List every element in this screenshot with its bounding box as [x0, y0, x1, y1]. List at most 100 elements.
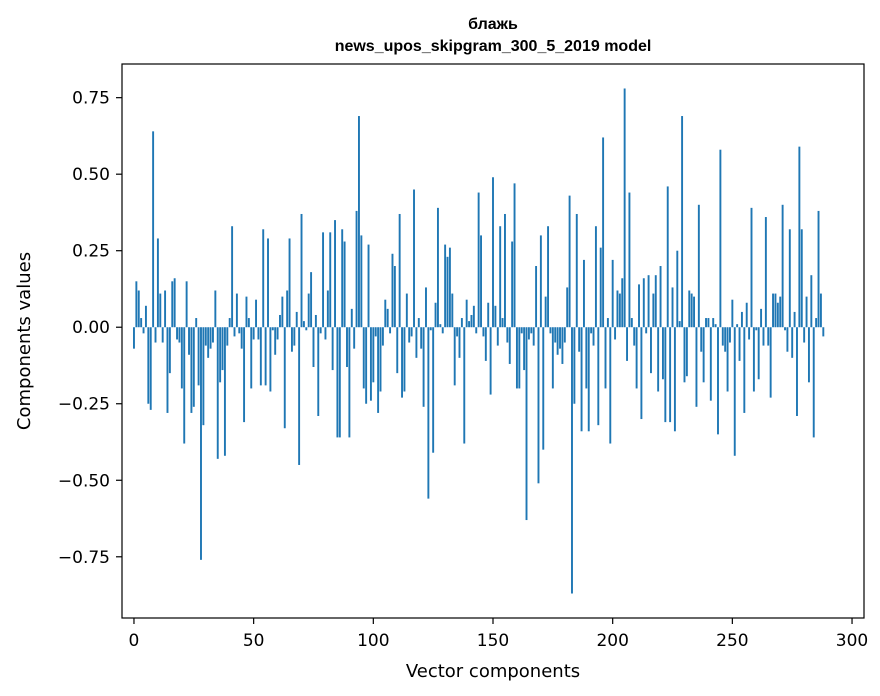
bar-217: [652, 293, 655, 328]
bars-group: [133, 88, 825, 594]
bar-185: [575, 213, 578, 328]
bar-80: [324, 327, 327, 340]
bar-52: [257, 327, 260, 340]
bar-190: [587, 327, 590, 432]
bar-86: [338, 327, 341, 438]
bar-178: [559, 327, 561, 349]
bar-239: [705, 318, 707, 328]
bar-28: [200, 327, 202, 560]
bar-95: [360, 235, 363, 328]
bar-192: [592, 327, 595, 346]
bar-103: [379, 327, 382, 392]
bar-111: [398, 213, 401, 328]
x-axis-ticks: 0 50 100 150 200 250 300: [129, 618, 868, 651]
bar-91: [350, 308, 353, 328]
bar-49: [250, 327, 253, 389]
bar-25: [192, 327, 195, 407]
bar-55: [264, 327, 267, 386]
bar-69: [298, 327, 301, 465]
bar-19: [178, 327, 181, 343]
bar-9: [154, 327, 157, 343]
bar-122: [425, 287, 427, 328]
bar-29: [202, 327, 205, 426]
bar-220: [659, 266, 662, 328]
bar-113: [403, 327, 406, 392]
bar-119: [417, 318, 420, 328]
bar-265: [767, 327, 770, 346]
bar-236: [697, 204, 700, 328]
bar-240: [707, 318, 710, 328]
bar-194: [597, 327, 600, 426]
bar-61: [279, 314, 281, 328]
bar-137: [460, 318, 463, 328]
bar-10: [156, 238, 159, 328]
bar-229: [681, 116, 684, 328]
bar-38: [223, 327, 226, 456]
bar-195: [599, 247, 602, 328]
bar-250: [731, 299, 734, 328]
bar-151: [494, 305, 497, 328]
bar-267: [772, 293, 775, 328]
bar-156: [506, 327, 509, 343]
bar-99: [369, 327, 372, 401]
bar-214: [645, 327, 648, 334]
bar-24: [190, 327, 193, 413]
bar-149: [489, 327, 492, 395]
bar-227: [676, 250, 679, 328]
bar-191: [590, 327, 593, 334]
bar-41: [231, 226, 234, 328]
bar-196: [602, 137, 605, 328]
bar-237: [700, 327, 703, 352]
bar-200: [611, 259, 614, 328]
bar-59: [274, 327, 277, 355]
bar-132: [448, 247, 451, 328]
bar-162: [520, 327, 523, 334]
bar-212: [640, 327, 643, 420]
bar-139: [465, 299, 468, 328]
bar-75: [312, 327, 315, 368]
bar-160: [515, 327, 518, 389]
bar-141: [470, 314, 473, 328]
bar-163: [523, 327, 526, 371]
bar-261: [757, 327, 760, 380]
bar-211: [638, 284, 640, 328]
x-tick-label: 250: [716, 631, 748, 651]
bar-97: [365, 327, 368, 404]
bar-232: [688, 290, 691, 328]
bar-47: [245, 296, 248, 328]
bar-70: [300, 213, 303, 328]
bar-87: [341, 229, 344, 328]
bar-23: [188, 327, 190, 355]
bar-17: [173, 278, 176, 328]
bar-169: [537, 327, 540, 484]
bar-84: [334, 220, 336, 328]
bar-85: [336, 327, 339, 438]
x-tick-label: 200: [596, 631, 628, 651]
bar-260: [755, 327, 758, 331]
bar-83: [331, 327, 334, 371]
bar-148: [487, 302, 490, 328]
bar-7: [149, 327, 152, 410]
bar-2: [137, 290, 140, 328]
bar-253: [738, 327, 741, 361]
bar-46: [243, 327, 246, 423]
y-tick-label: −0.75: [58, 548, 110, 568]
bar-14: [166, 327, 169, 413]
bar-138: [463, 327, 466, 444]
bar-117: [413, 189, 415, 328]
bar-222: [664, 327, 667, 423]
bar-63: [283, 327, 286, 429]
bar-145: [480, 235, 482, 328]
bar-181: [566, 287, 569, 328]
y-tick-label: −0.25: [58, 395, 110, 415]
bar-273: [786, 327, 789, 352]
bar-186: [578, 327, 581, 352]
bar-268: [774, 293, 777, 328]
bar-216: [650, 327, 652, 374]
bar-263: [762, 327, 765, 346]
bar-187: [580, 327, 583, 432]
x-tick-label: 50: [243, 631, 265, 651]
y-tick-label: −0.50: [58, 471, 110, 491]
bar-262: [760, 308, 763, 328]
bar-152: [496, 327, 499, 346]
